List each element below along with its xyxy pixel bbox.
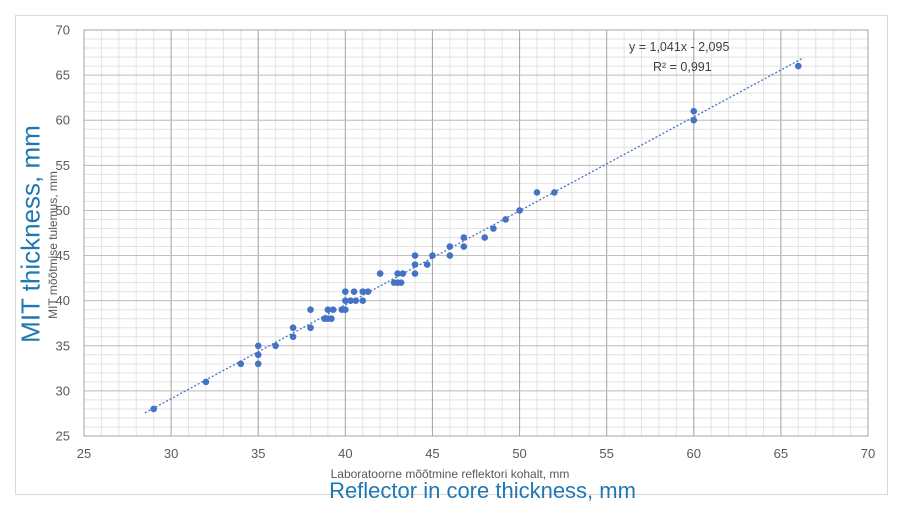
data-point — [307, 306, 314, 313]
data-point — [329, 306, 337, 313]
data-point — [533, 189, 541, 196]
y-tick-label: 40 — [56, 293, 70, 308]
data-point — [795, 62, 802, 70]
x-tick-label: 65 — [774, 446, 788, 461]
x-tick-label: 50 — [512, 446, 526, 461]
data-point — [502, 216, 509, 223]
data-point — [364, 288, 372, 295]
data-point — [460, 234, 468, 241]
data-point — [150, 405, 157, 413]
x-tick-label: 45 — [425, 446, 439, 461]
data-points — [150, 62, 802, 413]
x-axis-ticks: 25 30 35 40 45 50 55 60 65 70 — [77, 446, 875, 461]
r-squared-label: R² = 0,991 — [653, 60, 712, 74]
x-tick-label: 40 — [338, 446, 352, 461]
y-tick-label: 60 — [56, 113, 70, 128]
data-point — [394, 270, 401, 277]
x-tick-label: 30 — [164, 446, 178, 461]
y-tick-label: 30 — [56, 383, 70, 398]
x-axis-title: Laboratoorne mõõtmine reflektori kohalt,… — [330, 467, 570, 481]
x-axis-overlay-label: Reflector in core thickness, mm — [329, 478, 636, 503]
data-point — [690, 116, 698, 124]
y-tick-label: 65 — [56, 68, 70, 83]
data-point — [397, 279, 405, 286]
y-tick-label: 50 — [56, 203, 70, 218]
y-tick-label: 25 — [56, 429, 70, 444]
data-point — [347, 297, 354, 304]
data-point — [324, 306, 332, 313]
data-point — [490, 225, 497, 232]
data-point — [690, 107, 698, 115]
x-tick-label: 55 — [599, 446, 613, 461]
data-point — [272, 342, 279, 350]
trendline — [144, 57, 804, 414]
data-point — [516, 207, 523, 214]
data-point — [411, 261, 419, 268]
y-axis-overlay-label: MIT thickness, mm — [15, 125, 46, 343]
data-point — [254, 351, 262, 359]
y-tick-label: 70 — [56, 23, 70, 38]
trendline-equation: y = 1,041x - 2,095 — [629, 40, 729, 54]
x-tick-label: 25 — [77, 446, 91, 461]
data-point — [446, 243, 454, 250]
data-point — [411, 270, 419, 277]
data-point — [202, 378, 210, 386]
data-point — [254, 342, 262, 350]
data-point — [342, 288, 349, 295]
data-point — [460, 243, 468, 250]
y-axis-title: MIT mõõtmise tulemus, mm — [46, 171, 60, 319]
data-point — [254, 360, 262, 368]
data-point — [237, 360, 245, 368]
data-point — [429, 252, 436, 259]
y-tick-label: 35 — [56, 338, 70, 353]
minor-gridlines — [83, 29, 869, 437]
data-point — [359, 288, 367, 295]
x-tick-label: 60 — [687, 446, 701, 461]
data-point — [359, 297, 367, 304]
data-point — [551, 189, 558, 196]
y-tick-label: 55 — [56, 158, 70, 173]
data-point — [423, 261, 431, 268]
data-point — [446, 252, 454, 259]
x-tick-label: 35 — [251, 446, 265, 461]
major-gridlines — [83, 29, 869, 437]
data-point — [342, 297, 349, 304]
data-point — [481, 234, 489, 241]
data-point — [399, 270, 407, 277]
data-point — [328, 315, 335, 323]
data-point — [307, 324, 314, 332]
data-point — [289, 324, 297, 332]
x-tick-label: 70 — [861, 446, 875, 461]
data-point — [352, 297, 360, 304]
y-axis-ticks: 25 30 35 40 45 50 55 60 65 70 — [56, 23, 70, 444]
data-point — [376, 270, 384, 277]
data-point — [411, 252, 419, 259]
data-point — [289, 333, 297, 341]
plot-area-border — [83, 29, 869, 437]
y-tick-label: 45 — [56, 248, 70, 263]
data-point — [350, 288, 358, 295]
data-point — [342, 306, 349, 313]
